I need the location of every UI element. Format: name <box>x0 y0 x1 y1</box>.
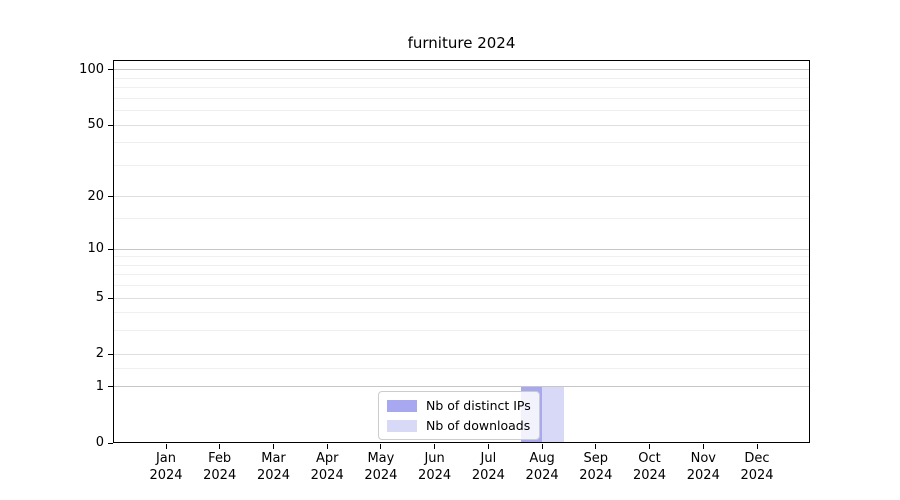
y-tick-mark <box>108 353 113 355</box>
x-tick-label-month: Aug <box>529 451 555 466</box>
x-tick-label: Apr 2024 <box>296 450 358 484</box>
y-tick-mark <box>108 248 113 250</box>
gridline-minor <box>114 256 809 258</box>
y-tick-label: 2 <box>95 346 104 362</box>
y-tick-label: 5 <box>95 290 104 306</box>
gridline-minor <box>114 110 809 112</box>
x-tick-label: Jul 2024 <box>457 450 519 484</box>
x-tick-label-year: 2024 <box>364 468 398 483</box>
x-tick-label: May 2024 <box>350 450 412 484</box>
x-tick-label: Mar 2024 <box>243 450 305 484</box>
x-tick-label-month: May <box>367 451 395 466</box>
gridline-minor <box>114 218 809 220</box>
legend-swatch-downloads-icon <box>387 419 417 432</box>
legend-item-downloads: Nb of downloads <box>387 417 531 434</box>
x-tick-label-year: 2024 <box>632 468 667 483</box>
y-tick-label: 100 <box>79 61 104 77</box>
x-tick-mark <box>434 444 436 449</box>
x-tick-label-year: 2024 <box>579 468 613 483</box>
y-tick-label: 0 <box>95 435 104 450</box>
x-tick-label-year: 2024 <box>525 468 559 483</box>
y-tick-mark <box>108 69 113 71</box>
gridline-minor <box>114 142 809 144</box>
x-tick-label: Jan 2024 <box>135 450 197 484</box>
gridline-minor <box>114 77 809 79</box>
gridline-major <box>114 386 809 388</box>
gridline-major <box>114 196 809 198</box>
x-tick-label-year: 2024 <box>310 468 344 483</box>
x-tick-label-year: 2024 <box>686 468 720 483</box>
x-tick-label-month: Jan <box>155 451 177 466</box>
x-tick-label-month: Feb <box>208 451 232 466</box>
x-tick-label: Oct 2024 <box>619 450 681 484</box>
x-tick-label: Feb 2024 <box>189 450 251 484</box>
gridline-minor <box>114 330 809 332</box>
y-tick-mark <box>108 196 113 198</box>
gridline-major <box>114 248 809 250</box>
x-tick-label-month: Oct <box>638 451 661 466</box>
x-tick-label-month: Sep <box>583 451 609 466</box>
y-tick-label: 10 <box>87 241 104 257</box>
gridline-major <box>114 124 809 126</box>
x-tick-mark <box>165 444 167 449</box>
gridline-minor <box>114 285 809 287</box>
legend-label-downloads: Nb of downloads <box>426 418 531 433</box>
x-tick-mark <box>541 444 543 449</box>
y-tick-mark <box>108 124 113 126</box>
y-tick-mark <box>108 297 113 299</box>
x-tick-mark <box>380 444 382 449</box>
x-tick-mark <box>487 444 489 449</box>
x-tick-label-year: 2024 <box>256 468 291 483</box>
gridline-minor <box>114 274 809 276</box>
legend-swatch-distinct-ips-icon <box>387 399 417 412</box>
x-tick-label: Sep 2024 <box>565 450 627 484</box>
x-tick-label-month: Jun <box>424 451 445 466</box>
gridline-minor <box>114 368 809 370</box>
gridline-major <box>114 353 809 355</box>
x-tick-mark <box>649 444 650 449</box>
gridline-major <box>114 297 809 299</box>
x-tick-mark <box>702 444 704 449</box>
y-tick-mark <box>108 442 113 444</box>
x-tick-label-month: Apr <box>315 451 339 466</box>
x-tick-label-year: 2024 <box>418 468 452 483</box>
chart-title: furniture 2024 <box>407 34 516 52</box>
legend-item-distinct-ips: Nb of distinct IPs <box>387 397 531 414</box>
x-tick-mark <box>326 444 328 449</box>
x-tick-label-month: Mar <box>261 451 286 466</box>
x-tick-mark <box>273 444 274 449</box>
y-tick-label: 20 <box>87 188 104 204</box>
y-tick-mark <box>108 386 113 388</box>
gridline-major <box>114 69 809 71</box>
legend-label-distinct-ips: Nb of distinct IPs <box>426 398 531 413</box>
x-tick-label-month: Nov <box>690 451 716 466</box>
gridline-minor <box>114 164 809 166</box>
gridline-minor <box>114 87 809 89</box>
legend: Nb of distinct IPs Nb of downloads <box>378 391 540 440</box>
bar-downloads <box>542 386 564 443</box>
x-tick-label-year: 2024 <box>471 468 505 483</box>
x-tick-mark <box>595 444 597 449</box>
x-tick-label-month: Jul <box>480 451 497 466</box>
x-tick-label-month: Dec <box>744 451 770 466</box>
x-tick-label: Aug 2024 <box>511 450 573 484</box>
y-tick-label: 1 <box>95 378 104 394</box>
x-tick-label-year: 2024 <box>740 468 774 483</box>
x-tick-mark <box>219 444 221 449</box>
x-tick-label: Jun 2024 <box>404 450 466 484</box>
gridline-minor <box>114 264 809 266</box>
x-tick-label: Dec 2024 <box>726 450 788 484</box>
x-tick-label-year: 2024 <box>149 468 183 483</box>
x-tick-label-year: 2024 <box>203 468 237 483</box>
x-tick-label: Nov 2024 <box>672 450 734 484</box>
y-tick-label: 50 <box>87 117 104 132</box>
gridline-minor <box>114 97 809 99</box>
gridline-minor <box>114 312 809 314</box>
x-tick-mark <box>756 444 758 449</box>
